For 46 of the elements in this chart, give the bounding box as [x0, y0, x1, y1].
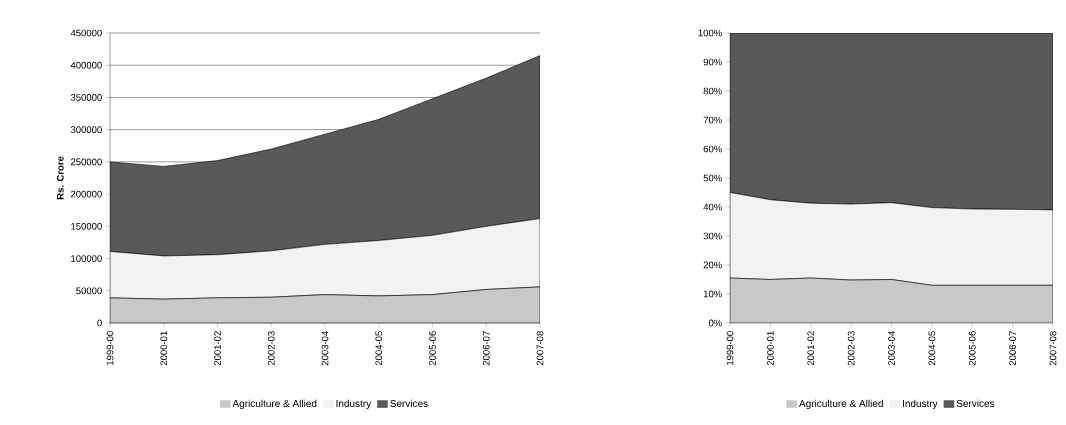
y-tick-label: 150000: [71, 222, 102, 230]
y-tick-label: 100%: [698, 29, 722, 37]
x-tick-label: 2001-02: [214, 331, 221, 366]
x-tick-label: 2007-08: [1049, 331, 1057, 366]
x-tick-label: 2004-05: [375, 331, 383, 366]
x-tick-label: 2005-06: [429, 331, 436, 366]
y-tick-label: 0: [97, 319, 102, 327]
x-tick-label: 1999-00: [726, 331, 734, 365]
x-tick-label: 2007-08: [536, 331, 544, 366]
x-tick-label: 2006-07: [1009, 331, 1016, 366]
x-tick-label: 2001-02: [807, 331, 815, 366]
legend-label: Industry: [336, 399, 372, 409]
x-tick-label: 2000-01: [160, 331, 168, 366]
y-tick-label: 350000: [70, 94, 102, 101]
y-tick-label: 300000: [70, 126, 102, 134]
y-tick-label: 90%: [703, 58, 722, 66]
x-tick-label: 2004-05: [928, 331, 936, 366]
x-tick-label: 2003-04: [321, 331, 329, 366]
y-tick-label: 80%: [703, 87, 722, 95]
y-axis-title: Rs. Crore: [56, 156, 64, 200]
x-tick-label: 2002-03: [267, 331, 275, 366]
x-tick-label: 2006-07: [482, 331, 490, 366]
legend-label: Agriculture & Allied: [799, 399, 883, 409]
y-tick-label: 70%: [703, 116, 722, 124]
y-tick-label: 40%: [703, 203, 722, 211]
y-tick-label: 20%: [703, 261, 722, 269]
y-tick-label: 50000: [76, 287, 102, 295]
y-tick-label: 0%: [708, 319, 722, 327]
y-tick-label: 60%: [703, 145, 722, 153]
y-tick-label: 30%: [703, 232, 722, 240]
y-tick-label: 400000: [70, 61, 102, 69]
y-tick-label: 10%: [703, 290, 722, 298]
y-tick-label: 50%: [703, 174, 722, 182]
y-tick-label: 250000: [70, 158, 102, 166]
legend-label: Agriculture & Allied: [232, 399, 317, 409]
y-tick-label: 200000: [70, 190, 102, 198]
legend-label: Industry: [903, 399, 938, 409]
y-tick-label: 450000: [70, 29, 102, 37]
x-tick-label: 2000-01: [767, 331, 774, 366]
legend-label: Services: [390, 399, 428, 408]
x-tick-label: 2005-06: [968, 331, 976, 366]
legend-label: Services: [956, 399, 995, 408]
x-tick-label: 2002-03: [847, 331, 855, 366]
x-tick-label: 2003-04: [888, 331, 895, 366]
y-tick-label: 100000: [71, 255, 102, 262]
x-tick-label: 1999-00: [106, 331, 114, 365]
